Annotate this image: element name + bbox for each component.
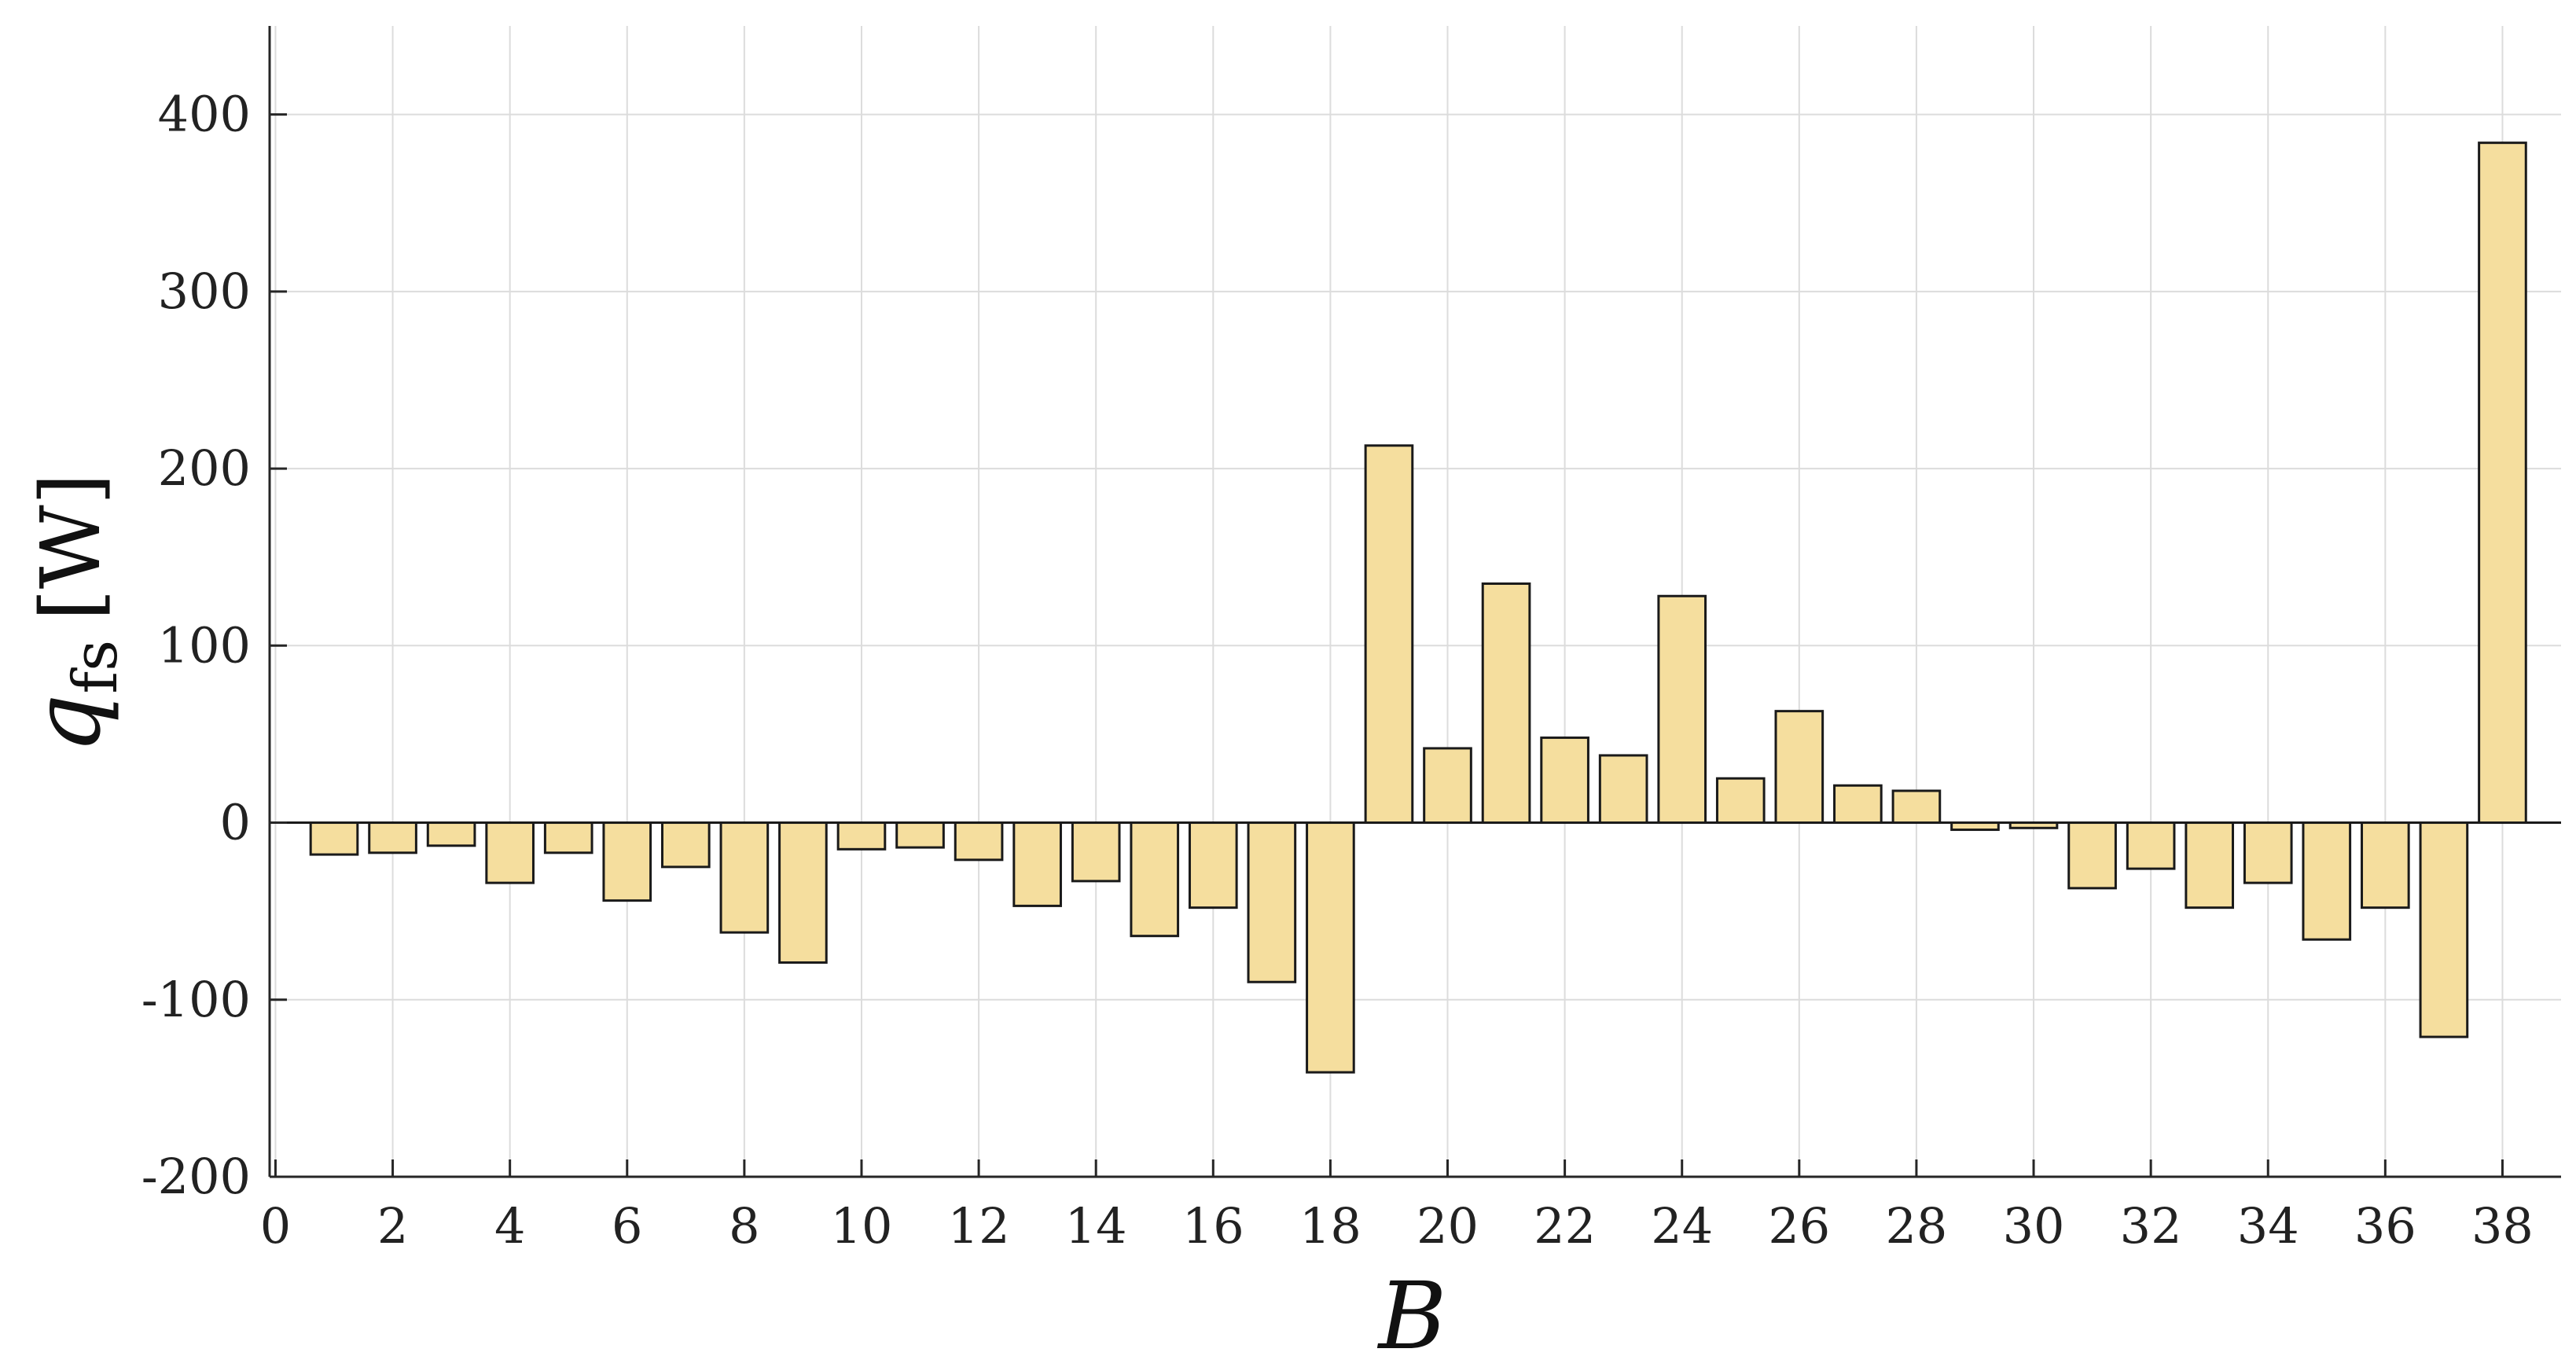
y-tick-label: 300	[158, 263, 251, 320]
bar-2	[368, 821, 417, 854]
x-tick-label: 24	[1651, 1197, 1713, 1255]
x-tick-label: 20	[1417, 1197, 1479, 1255]
bar-19	[1364, 444, 1414, 825]
bar-34	[2243, 821, 2293, 884]
x-tick-label: 6	[612, 1197, 642, 1255]
x-tick-label: 36	[2354, 1197, 2416, 1255]
x-tick-label: 34	[2237, 1197, 2299, 1255]
bar-21	[1481, 582, 1531, 825]
bar-29	[1950, 821, 2000, 832]
bar-20	[1423, 747, 1472, 825]
y-tick-label: 100	[158, 616, 251, 674]
bar-4	[485, 821, 535, 884]
bar-37	[2419, 821, 2469, 1038]
y-axis-symbol: q	[13, 694, 121, 754]
x-tick-label: 22	[1534, 1197, 1596, 1255]
bar-32	[2126, 821, 2176, 870]
bar-8	[719, 821, 770, 934]
x-tick-labels: 0 2 4 6 8 10 12 14 16 18 20 22 24 26 28 30 32 34 36 38	[260, 1197, 2534, 1255]
bar-15	[1130, 821, 1180, 938]
y-tick-label: 400	[158, 86, 251, 143]
bar-27	[1833, 784, 1883, 825]
bar-26	[1774, 710, 1825, 825]
y-axis-title: qfs [W]	[13, 473, 131, 754]
bar-24	[1657, 594, 1707, 825]
x-tick-label: 26	[1768, 1197, 1830, 1255]
x-tick-label: 4	[494, 1197, 525, 1255]
x-tick-label: 10	[831, 1197, 893, 1255]
bar-13	[1012, 821, 1062, 907]
x-tick-label: 0	[260, 1197, 291, 1255]
y-tick-label: -100	[141, 971, 251, 1028]
y-tick-label: -200	[141, 1148, 251, 1205]
x-tick-label: 14	[1065, 1197, 1127, 1255]
y-axis-unit: [W]	[23, 473, 119, 621]
bar-12	[954, 821, 1004, 862]
y-tick-label: 0	[220, 794, 251, 851]
bar-33	[2185, 821, 2235, 909]
bar-14	[1071, 821, 1121, 883]
bar-7	[661, 821, 711, 869]
bar-23	[1598, 754, 1648, 825]
bar-18	[1306, 821, 1355, 1074]
bar-36	[2361, 821, 2410, 909]
bar-5	[543, 821, 593, 854]
bar-17	[1247, 821, 1297, 983]
bar-16	[1188, 821, 1238, 909]
bar-11	[895, 821, 945, 849]
bar-6	[602, 821, 652, 902]
x-tick-label: 8	[729, 1197, 759, 1255]
x-tick-label: 2	[377, 1197, 408, 1255]
y-tick-labels: -200 -100 0 100 200 300 400	[141, 86, 251, 1205]
bar-31	[2067, 821, 2117, 890]
bar-38	[2478, 141, 2527, 825]
x-tick-label: 16	[1182, 1197, 1244, 1255]
x-tick-label: 30	[2003, 1197, 2065, 1255]
y-axis-subscript: fs	[61, 640, 131, 694]
bar-25	[1715, 777, 1766, 825]
bars	[309, 141, 2527, 1074]
x-tick-label: 38	[2471, 1197, 2534, 1255]
bar-9	[778, 821, 828, 964]
bar-22	[1540, 736, 1589, 825]
x-tick-label: 12	[948, 1197, 1010, 1255]
x-tick-label: 18	[1299, 1197, 1361, 1255]
x-axis-title: B	[1377, 1262, 1447, 1367]
x-tick-label: 28	[1885, 1197, 1947, 1255]
x-tick-label: 32	[2120, 1197, 2182, 1255]
bar-3	[426, 821, 476, 847]
bar-10	[836, 821, 887, 851]
axes	[268, 26, 2561, 1178]
bar-30	[2008, 821, 2059, 829]
grid-lines	[270, 26, 2561, 1178]
y-tick-label: 200	[158, 439, 251, 497]
bar-28	[1891, 789, 1942, 825]
bar-1	[309, 821, 359, 856]
bar-35	[2302, 821, 2352, 941]
